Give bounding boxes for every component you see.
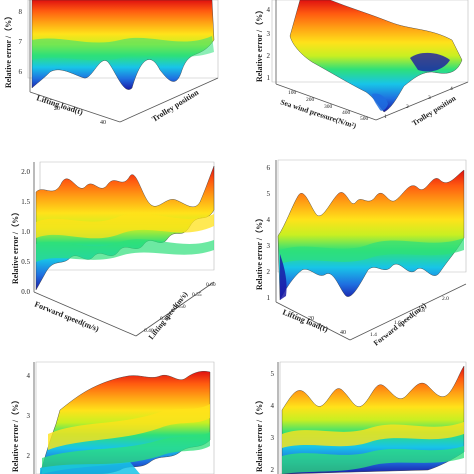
y-tick: 0.60: [206, 282, 216, 288]
z-tick: 1.5: [21, 198, 30, 206]
z-axis-label: Relative error /（%）: [254, 214, 264, 290]
z-tick: 2: [267, 268, 271, 276]
z-tick: 4: [27, 372, 31, 380]
chart-panel-middle-left: 2.0 1.5 1.0 0.5 0.0 0.40 0.45 0.50 0.55 …: [10, 161, 216, 341]
z-tick: 6: [267, 164, 271, 172]
surface-band: [36, 239, 214, 262]
y-tick: 1.4: [370, 332, 377, 338]
y-tick: 2: [406, 104, 409, 110]
box-back-wall: [35, 361, 215, 474]
chart-panel-bottom-right: 5 4 3 2 Relative error /（%）: [254, 361, 467, 474]
z-tick: 1: [267, 74, 271, 82]
z-tick: 5: [267, 190, 271, 198]
z-axis-label: Relative error /（%）: [254, 6, 264, 82]
x-tick: 20: [308, 316, 314, 322]
surface-band: [282, 446, 464, 474]
z-tick: 4: [267, 216, 271, 224]
surface-band: [42, 432, 210, 474]
z-tick: 3: [267, 242, 271, 250]
surface-band: [48, 404, 210, 450]
x-axis-label: Lifting load(t): [35, 93, 84, 117]
x-tick: 200: [306, 97, 315, 103]
z-tick: 3: [267, 30, 271, 38]
y-tick: 1.8: [418, 308, 425, 314]
axis-x: [275, 83, 377, 121]
x-axis-label: Lifting load(t): [281, 308, 329, 335]
y-axis-label: Lifting speed(m/s): [146, 289, 189, 341]
y-tick: 0.50: [176, 304, 186, 310]
y-axis-label: Trolley position: [410, 93, 458, 128]
x-tick: 20: [54, 106, 60, 112]
surface: [289, 0, 463, 113]
z-tick: 1: [267, 294, 271, 302]
surface-band: [40, 462, 140, 474]
z-axis-label: Relative error /（%）: [3, 12, 13, 88]
x-tick: 100: [288, 90, 297, 96]
chart-panel-top-right: 4 3 2 1 100 200 300 400 500 1 2 3 4 Rela…: [254, 0, 469, 130]
surface-dip: [280, 254, 287, 300]
axis-y: [119, 77, 219, 123]
y-tick: 0.45: [160, 316, 170, 322]
x-tick: 400: [342, 110, 351, 116]
box-back-wall: [279, 361, 467, 474]
z-tick: 7: [19, 38, 23, 46]
y-tick: 1: [384, 114, 387, 120]
x-tick: 40: [100, 120, 106, 126]
z-tick: 3: [271, 434, 275, 442]
surface: [281, 365, 465, 474]
z-tick: 3: [27, 412, 31, 420]
z-axis-label: Relative error /（%）: [10, 396, 20, 472]
z-tick: 2.0: [21, 168, 30, 176]
chart-panel-top-left: 8 7 6 20 40 Relative error /（%） Lifting …: [3, 0, 219, 126]
z-tick: 8: [19, 8, 23, 16]
surface-band: [36, 213, 214, 239]
surface-band: [282, 422, 464, 448]
y-tick: 1.6: [394, 320, 401, 326]
surface-band: [280, 238, 464, 264]
x-tick: 500: [360, 116, 369, 122]
y-tick: 4: [450, 86, 453, 92]
z-tick: 0.0: [21, 288, 30, 296]
surface-band: [32, 36, 214, 61]
y-tick: 2.0: [442, 296, 449, 302]
z-tick: 4: [271, 402, 275, 410]
y-tick: 0.40: [144, 328, 154, 334]
surface: [277, 169, 465, 301]
y-tick: 0.55: [192, 292, 202, 298]
z-tick: 2: [27, 452, 31, 460]
z-tick: 1.0: [21, 228, 30, 236]
z-tick: 2: [267, 52, 271, 60]
axis-x: [275, 301, 351, 341]
y-axis-label: Forward speed(m/s): [372, 301, 429, 348]
z-axis-label: Relative error /（%）: [10, 208, 20, 284]
axis-y: [135, 281, 215, 337]
chart-panel-middle-right: 6 5 4 3 2 1 20 40 1.4 1.6 1.8 2.0 Relati…: [254, 159, 467, 348]
axis-x: [29, 91, 121, 123]
x-tick: 300: [324, 104, 333, 110]
x-tick: 40: [340, 330, 346, 336]
axis-y: [349, 283, 467, 341]
axis-y: [375, 81, 469, 121]
box-back-wall: [277, 159, 467, 273]
surface-dip: [410, 52, 450, 72]
z-tick: 4: [267, 6, 271, 14]
chart-panel-bottom-left: 4 3 2 Relative error /（%）: [10, 361, 215, 474]
y-axis-label: Trolley position: [150, 88, 200, 124]
z-tick: 6: [19, 68, 23, 76]
surface-dip: [372, 93, 388, 111]
axis-x: [33, 291, 137, 337]
z-tick: 5: [271, 370, 275, 378]
z-tick: 2: [271, 466, 275, 474]
z-axis-label: Relative error /（%）: [254, 396, 264, 472]
z-tick: 0.5: [21, 258, 30, 266]
y-tick: 3: [428, 95, 431, 101]
